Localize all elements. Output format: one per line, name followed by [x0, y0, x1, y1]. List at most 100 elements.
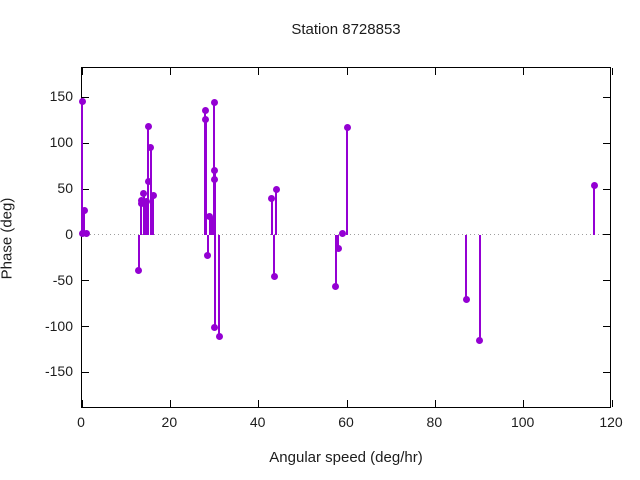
x-tick-mark: [523, 400, 525, 407]
impulse-stem: [137, 234, 140, 271]
y-tick-label: -50: [52, 271, 73, 288]
y-tick-mark: [82, 280, 89, 282]
data-point: [272, 185, 280, 193]
data-point: [268, 194, 276, 202]
data-point: [142, 198, 150, 206]
data-point: [144, 123, 152, 131]
x-axis-label: Angular speed (deg/hr): [269, 449, 423, 466]
x-tick-mark: [81, 68, 83, 75]
data-point: [338, 229, 346, 237]
y-tick-mark: [82, 142, 89, 144]
impulse-stem: [334, 234, 337, 287]
data-point: [147, 144, 155, 152]
impulse-stem: [275, 189, 278, 235]
data-point: [211, 167, 218, 175]
impulse-stem: [83, 210, 86, 235]
data-point: [149, 191, 157, 199]
y-tick-mark: [603, 371, 610, 373]
impulse-stem: [213, 179, 216, 235]
y-tick-mark: [603, 188, 610, 190]
impulse-stem: [593, 185, 596, 235]
x-tick-mark: [434, 68, 436, 75]
y-tick-mark: [603, 234, 610, 236]
x-tick-mark: [258, 68, 260, 75]
y-tick-mark: [603, 96, 610, 98]
data-point: [211, 176, 219, 184]
x-tick-label: 60: [338, 414, 354, 430]
x-tick-label: 80: [426, 414, 443, 430]
y-tick-mark: [603, 142, 610, 144]
y-tick-mark: [82, 96, 89, 98]
x-tick-mark: [346, 400, 348, 407]
x-tick-label: 120: [599, 414, 623, 430]
impulse-stem: [142, 193, 145, 235]
x-tick-label: 100: [510, 414, 535, 430]
data-point: [78, 230, 86, 238]
y-tick-label: -100: [44, 317, 73, 334]
data-point: [80, 206, 88, 214]
y-tick-mark: [82, 371, 89, 373]
y-tick-label: 100: [49, 134, 73, 151]
impulse-stem: [81, 101, 84, 235]
impulse-stem: [270, 198, 273, 235]
impulse-stem: [337, 234, 340, 249]
x-tick-mark: [169, 68, 171, 75]
data-point: [202, 115, 210, 123]
data-point: [215, 333, 223, 341]
impulse-stem: [478, 234, 481, 341]
plot-area: [78, 67, 613, 408]
zero-reference-line: [82, 234, 610, 236]
x-tick-mark: [169, 400, 171, 407]
y-tick-mark: [603, 280, 610, 282]
data-point: [270, 272, 278, 280]
y-axis-label: Phase (deg): [0, 197, 16, 280]
data-point: [343, 124, 351, 132]
data-point: [204, 251, 212, 259]
data-point: [476, 336, 483, 344]
impulse-stem: [149, 147, 152, 235]
y-tick-mark: [82, 326, 89, 327]
data-point: [334, 245, 342, 253]
y-tick-label: 150: [49, 88, 73, 105]
y-tick-label: -150: [44, 363, 73, 380]
data-point: [332, 282, 340, 290]
impulse-stem: [147, 126, 150, 235]
data-point: [135, 267, 143, 275]
impulse-stem: [206, 234, 209, 255]
x-tick-mark: [346, 68, 348, 75]
data-point: [210, 99, 218, 107]
data-point: [137, 196, 145, 204]
x-tick-mark: [523, 68, 525, 75]
data-point: [208, 216, 216, 224]
impulse-stem: [218, 234, 220, 337]
impulse-stem: [273, 234, 276, 277]
data-point: [201, 106, 209, 114]
data-point: [462, 295, 470, 303]
x-tick-mark: [611, 68, 613, 75]
x-tick-mark: [81, 400, 83, 407]
data-point: [206, 213, 214, 220]
chart-title: Station 8728853: [291, 21, 401, 38]
data-point: [83, 230, 90, 238]
data-point: [590, 181, 598, 189]
y-tick-mark: [82, 188, 89, 190]
x-tick-mark: [258, 400, 260, 407]
y-tick-mark: [603, 326, 610, 327]
impulse-stem: [145, 201, 148, 235]
impulse-stem: [140, 203, 143, 235]
data-point: [208, 220, 216, 228]
impulse-stem: [213, 234, 216, 328]
impulse-stem: [346, 127, 348, 235]
data-point: [78, 97, 86, 105]
y-tick-label: 50: [57, 180, 73, 196]
x-tick-mark: [434, 400, 436, 407]
x-tick-label: 0: [77, 414, 85, 430]
x-tick-label: 40: [249, 414, 266, 430]
data-point: [140, 190, 148, 198]
data-point: [137, 200, 145, 208]
impulse-stem: [152, 195, 155, 235]
impulse-stem: [465, 234, 468, 299]
impulse-stem: [204, 119, 207, 235]
x-tick-mark: [611, 400, 613, 407]
